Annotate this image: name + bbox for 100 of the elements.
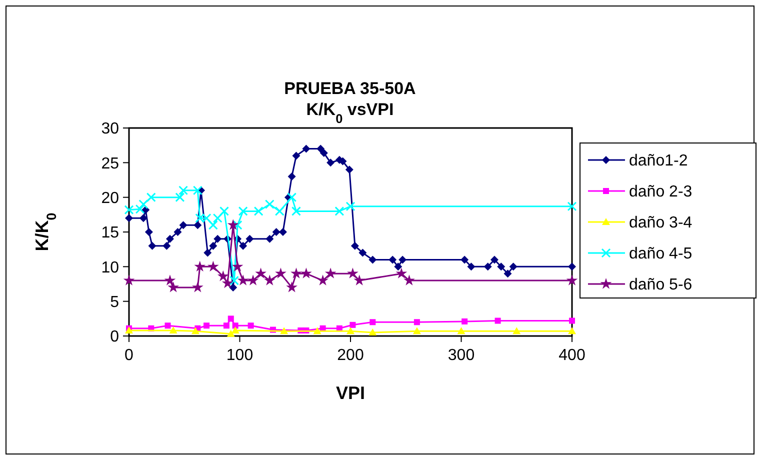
point [222, 277, 234, 288]
point [286, 282, 298, 292]
point [219, 206, 229, 216]
x-tick-label: 400 [558, 347, 586, 364]
point [326, 158, 335, 167]
point [317, 274, 328, 286]
point [192, 282, 204, 292]
point [217, 270, 229, 282]
point [232, 220, 242, 230]
point [346, 202, 356, 212]
y-tick-label: 10 [101, 259, 120, 276]
point [148, 242, 156, 250]
point [264, 200, 274, 210]
point [290, 268, 302, 278]
point [460, 256, 469, 264]
point [175, 192, 185, 202]
point [291, 206, 301, 216]
point [247, 274, 259, 286]
point [255, 268, 266, 278]
point [229, 276, 239, 286]
point [209, 242, 218, 250]
x-tick-label: 100 [226, 347, 254, 364]
legend-label: daño 3-4 [629, 214, 692, 232]
point [239, 242, 248, 250]
point [214, 234, 222, 243]
point [138, 200, 148, 210]
point [462, 318, 468, 324]
point [350, 322, 356, 328]
x-tick-label: 0 [124, 347, 134, 364]
point [396, 268, 408, 278]
point [162, 242, 171, 250]
point [512, 327, 521, 334]
point [504, 270, 512, 278]
point [194, 221, 202, 230]
point [232, 322, 238, 329]
point [324, 268, 336, 278]
point [146, 192, 156, 202]
chart-title: PRUEBA 35-50A [284, 79, 416, 98]
point [346, 327, 354, 334]
point [368, 328, 377, 336]
point [368, 256, 377, 264]
point [484, 262, 492, 271]
point [179, 221, 188, 230]
y-tick-label: 25 [101, 155, 120, 172]
point [370, 319, 376, 326]
point [278, 228, 287, 236]
point [274, 206, 284, 216]
point [174, 228, 182, 236]
point [232, 260, 244, 272]
point [497, 262, 506, 271]
point [228, 316, 234, 322]
y-tick-label: 5 [110, 294, 120, 311]
point [350, 242, 359, 250]
point [467, 262, 476, 271]
y-tick-label: 30 [101, 120, 120, 138]
y-tick-label: 0 [110, 328, 120, 346]
point [178, 186, 188, 196]
point [288, 172, 296, 181]
point [237, 274, 249, 286]
point [266, 234, 274, 243]
point [191, 327, 200, 334]
point [320, 148, 328, 157]
point [166, 234, 174, 243]
point [164, 322, 171, 329]
point [192, 186, 202, 196]
legend-label: daño 4-5 [629, 246, 692, 263]
point [394, 262, 402, 271]
point [227, 219, 239, 230]
point [238, 206, 248, 216]
point [248, 322, 254, 329]
point [226, 330, 235, 337]
point [194, 260, 206, 272]
point [566, 274, 578, 286]
point [404, 274, 415, 286]
point [568, 327, 576, 334]
point [125, 214, 133, 222]
point [457, 327, 466, 334]
point [316, 144, 325, 153]
point [208, 220, 218, 230]
point [272, 228, 280, 236]
legend-label: daño1-2 [629, 152, 688, 170]
point [207, 260, 219, 272]
point [292, 152, 300, 160]
legend-label: daño 5-6 [629, 276, 692, 294]
point [204, 248, 212, 257]
point [388, 256, 397, 264]
point [246, 234, 254, 243]
point [204, 322, 210, 329]
point [275, 268, 286, 278]
point [414, 319, 420, 326]
point [302, 144, 310, 153]
point [164, 274, 176, 286]
point [567, 202, 577, 212]
point [490, 256, 498, 264]
x-axis-title: VPI [336, 383, 366, 403]
point [354, 274, 366, 286]
point [347, 268, 358, 278]
point [168, 282, 179, 292]
point [223, 322, 230, 329]
y-tick-label: 20 [101, 190, 120, 207]
